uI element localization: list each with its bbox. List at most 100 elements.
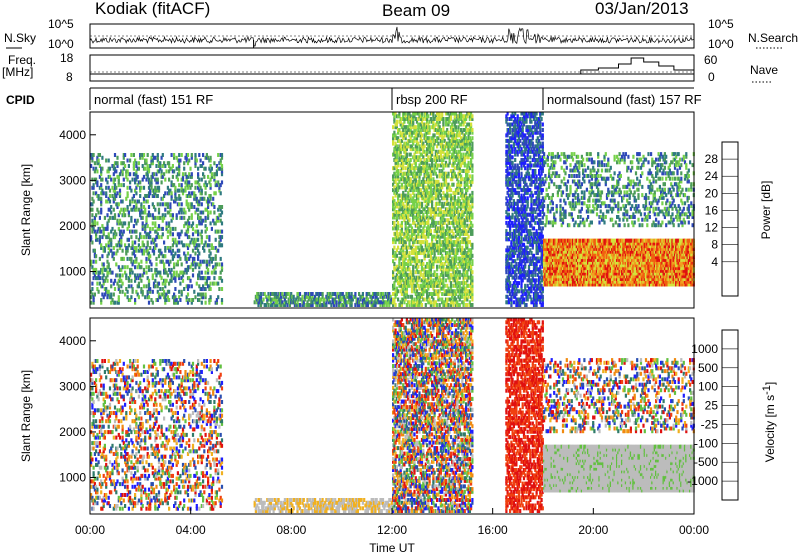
data-pixel (410, 185, 414, 190)
data-pixel (394, 278, 397, 283)
data-pixel (507, 160, 510, 165)
data-pixel (144, 224, 147, 229)
data-pixel (202, 259, 205, 264)
data-pixel (432, 272, 435, 277)
data-pixel (432, 278, 435, 283)
data-pixel (194, 229, 197, 234)
data-pixel (298, 303, 302, 307)
data-pixel (147, 169, 151, 174)
data-pixel (169, 213, 172, 218)
data-pixel (408, 242, 411, 247)
data-pixel (419, 278, 422, 283)
data-pixel (412, 119, 415, 124)
data-pixel (407, 229, 410, 234)
data-pixel (423, 283, 426, 288)
data-pixel (186, 251, 190, 256)
data-pixel (436, 229, 439, 234)
data-pixel (335, 294, 338, 299)
data-pixel (429, 223, 432, 228)
data-pixel (520, 196, 523, 201)
data-pixel (117, 300, 120, 305)
data-pixel (452, 160, 455, 165)
data-pixel (463, 229, 466, 234)
data-pixel (210, 226, 213, 231)
data-pixel (414, 223, 417, 228)
data-pixel (151, 202, 154, 207)
data-pixel (454, 111, 458, 116)
data-pixel (350, 303, 353, 307)
data-pixel (516, 144, 519, 149)
data-pixel (297, 297, 300, 302)
data-pixel (516, 240, 519, 245)
data-pixel (197, 207, 200, 212)
data-pixel (516, 117, 519, 121)
data-pixel (405, 289, 408, 294)
data-pixel (453, 210, 456, 214)
data-pixel (194, 158, 197, 163)
data-pixel (116, 273, 119, 278)
data-pixel (417, 259, 420, 264)
data-pixel (449, 240, 453, 245)
data-pixel (432, 141, 435, 146)
data-pixel (412, 267, 415, 272)
data-pixel (131, 199, 134, 204)
data-pixel (402, 171, 405, 176)
data-pixel (414, 251, 417, 255)
data-pixel (506, 174, 509, 179)
data-pixel (418, 303, 421, 307)
data-pixel (422, 240, 425, 245)
data-pixel (219, 276, 222, 281)
data-pixel (465, 136, 468, 141)
data-pixel (510, 272, 513, 277)
data-pixel (429, 267, 432, 272)
data-pixel (449, 286, 453, 291)
data-pixel (283, 300, 286, 305)
data-pixel (157, 281, 161, 286)
data-pixel (408, 218, 411, 223)
data-pixel (423, 193, 426, 198)
data-pixel (418, 114, 421, 119)
freq-label: Freq. (8, 53, 36, 67)
data-pixel (456, 141, 459, 146)
data-pixel (150, 158, 153, 163)
data-pixel (424, 133, 427, 138)
data-pixel (457, 125, 460, 130)
data-pixel (458, 245, 461, 250)
data-pixel (164, 191, 167, 196)
data-pixel (432, 136, 435, 141)
data-pixel (101, 267, 104, 272)
data-pixel (395, 144, 398, 149)
data-pixel (429, 169, 432, 173)
data-pixel (509, 256, 512, 261)
data-pixel (152, 248, 156, 253)
data-pixel (470, 147, 473, 152)
data-pixel (434, 163, 437, 168)
data-pixel (458, 242, 461, 247)
data-pixel (419, 128, 422, 132)
data-pixel (468, 283, 471, 288)
data-pixel (199, 196, 202, 201)
data-pixel (168, 281, 171, 286)
data-pixel (514, 147, 517, 152)
data-pixel (505, 220, 508, 225)
data-pixel (522, 185, 526, 190)
data-pixel (434, 242, 437, 247)
data-pixel (462, 270, 465, 275)
data-pixel (507, 158, 510, 162)
data-pixel (400, 163, 403, 168)
data-pixel (204, 224, 207, 229)
data-pixel (509, 177, 512, 182)
data-pixel (408, 163, 411, 168)
data-pixel (443, 193, 446, 198)
data-pixel (186, 300, 190, 305)
data-pixel (169, 166, 172, 171)
data-pixel (438, 185, 441, 190)
data-pixel (122, 229, 125, 234)
data-pixel (156, 284, 159, 289)
data-pixel (448, 240, 451, 245)
data-pixel (174, 196, 177, 201)
data-pixel (507, 262, 510, 266)
data-pixel (417, 292, 420, 296)
data-pixel (129, 273, 132, 278)
data-pixel (442, 286, 445, 291)
